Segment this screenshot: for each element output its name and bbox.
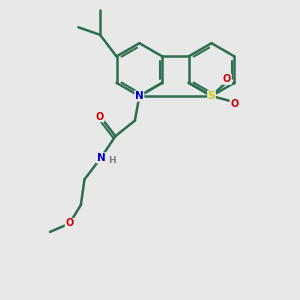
Text: O: O [96, 112, 104, 122]
Text: O: O [230, 99, 238, 109]
Text: O: O [223, 74, 231, 84]
Text: H: H [109, 156, 116, 165]
Text: O: O [65, 218, 74, 229]
Text: N: N [97, 153, 105, 163]
Text: S: S [208, 91, 215, 101]
Text: N: N [135, 91, 144, 101]
